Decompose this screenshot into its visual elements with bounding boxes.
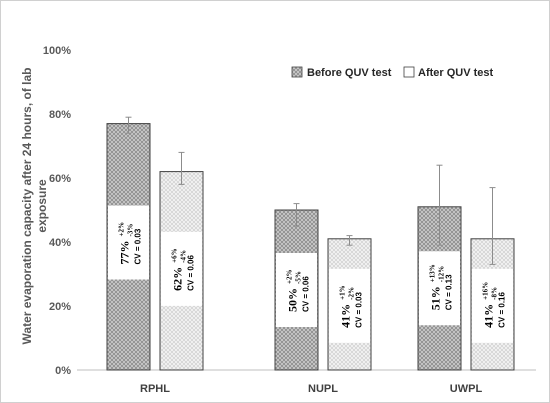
bar-label: 51% +13% -12%CV = 0.13 [429,264,454,310]
error-bar [293,203,300,227]
bar-label: 62% +6% -4% CV = 0.06 [171,248,196,291]
bar-error-minus-label: -2% [348,287,356,300]
bar-error-minus-label: -8% [491,287,499,300]
legend-label-before: Before QUV test [307,67,392,79]
x-axis-categories: RPHL NUPL UWPL [140,383,482,395]
bar-percent-label: 41% [339,304,353,328]
bar-label-box [472,268,513,343]
bar-label-box [329,268,370,343]
y-axis-title-line-2: exposure [35,179,49,233]
y-tick-label: 40% [49,237,71,249]
error-bar [178,151,185,185]
bar-label-box [276,253,317,327]
bar-label-box [161,231,202,306]
bar-error-plus-label: +13% [429,264,437,282]
error-bar [346,235,353,246]
bar-error-minus-label: -3% [127,224,135,237]
legend-swatch-before [291,66,303,78]
legend: Before QUV test After QUV test [291,66,494,79]
bar-cv-label: CV = 0.16 [498,291,507,327]
bar-percent-label: 41% [482,304,496,328]
bar-label: 41% +1% -2% CV = 0.03 [339,285,364,328]
bar-error-plus-label: +2% [118,222,126,237]
bar-error-plus-label: +16% [482,282,490,300]
error-bar [436,164,443,246]
y-tick-label: 60% [49,173,71,185]
y-tick-label: 0% [55,365,71,377]
error-bar [125,116,132,134]
bar-error-minus-label: -12% [438,266,446,282]
x-category-label: UWPL [450,383,483,395]
bar-error-minus-label: -5% [295,271,303,284]
bar-percent-label: 50% [286,288,300,312]
bar-percent-label: 62% [171,267,185,291]
bar-error-minus-label: -4% [180,250,188,263]
bar-cv-label: CV = 0.13 [445,274,454,310]
bar-cv-label: CV = 0.06 [302,276,311,312]
bar-error-plus-label: +1% [339,285,347,300]
y-tick-label: 20% [49,301,71,313]
y-tick-label: 100% [43,45,71,57]
bar-label-box [108,205,149,280]
error-bar [489,187,496,265]
legend-swatch-after [403,66,415,78]
bar-label: 41% +16% -8% CV = 0.16 [482,282,507,328]
error-bars-layer [125,116,496,265]
bar-error-plus-label: +6% [171,248,179,263]
y-axis-ticks: 0% 20% 40% 60% 80% 100% [43,45,71,377]
bar-cv-label: CV = 0.03 [134,228,143,264]
x-category-label: NUPL [308,383,338,395]
bar-percent-label: 77% [118,240,132,264]
bar-label: 50% +2% -5% CV = 0.06 [286,270,311,313]
bar-cv-label: CV = 0.06 [187,255,196,291]
bar-label-box [419,251,460,326]
y-axis-title: Water evaporation capacity after 24 hour… [20,68,49,345]
legend-label-after: After QUV test [418,67,494,79]
bar-cv-label: CV = 0.03 [355,291,364,327]
bar-error-plus-label: +2% [286,270,294,285]
bar-percent-label: 51% [429,286,443,310]
x-category-label: RPHL [140,383,170,395]
y-axis-title-line-1: Water evaporation capacity after 24 hour… [20,68,34,345]
bar-label: 77% +2% -3% CV = 0.03 [118,222,143,264]
y-tick-label: 80% [49,109,71,121]
